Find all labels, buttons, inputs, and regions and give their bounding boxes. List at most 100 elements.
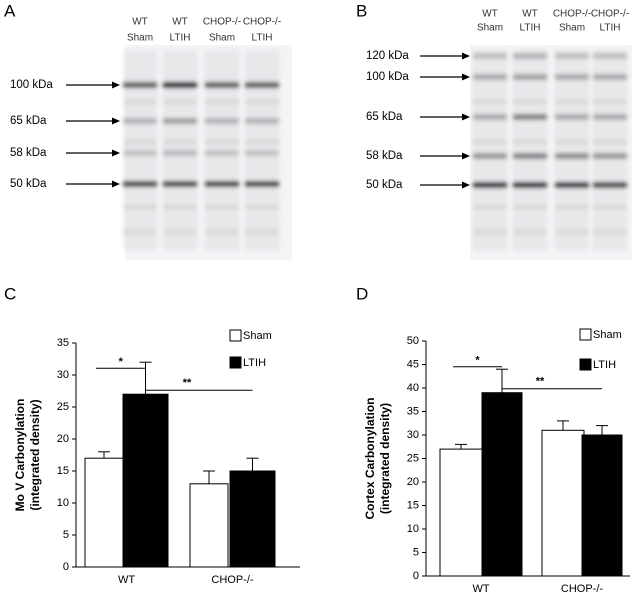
y-tick-label: 45 (407, 358, 419, 370)
sig-mark: * (119, 356, 124, 368)
faint-band (123, 140, 157, 144)
faint-band (513, 230, 547, 234)
band (245, 118, 279, 124)
band (513, 53, 547, 59)
lane-label: Sham (477, 23, 503, 34)
legend-label: LTIH (593, 359, 616, 371)
faint-band (473, 205, 507, 209)
y-tick-label: 50 (407, 335, 419, 347)
band (163, 82, 197, 88)
y-tick-label: 40 (407, 382, 419, 394)
band (555, 182, 589, 188)
y-axis-title-line: Cortex Carbonylation (363, 397, 377, 519)
y-axis-title-line: Mo V Carbonylation (13, 399, 27, 512)
y-tick-label: 10 (57, 497, 69, 509)
lane-smear (555, 50, 589, 250)
band (205, 181, 239, 187)
arrow-head (112, 81, 120, 89)
arrow-head (112, 149, 120, 157)
bar (189, 483, 229, 568)
panel-label: A (4, 1, 16, 20)
y-tick-label: 20 (407, 476, 419, 488)
lane-label: LTIH (170, 33, 191, 44)
bar (439, 448, 483, 577)
band (513, 114, 547, 120)
faint-band (555, 205, 589, 209)
faint-band (245, 205, 279, 209)
band (473, 114, 507, 120)
band (163, 150, 197, 156)
faint-band (163, 230, 197, 234)
x-tick-label: WT (118, 574, 135, 586)
band (555, 153, 589, 159)
arrow-head (462, 52, 470, 60)
lane-label: LTIH (600, 23, 621, 34)
band (593, 53, 627, 59)
band (123, 181, 157, 187)
faint-band (513, 205, 547, 209)
x-tick-label: WT (472, 583, 489, 595)
legend-label: Sham (243, 330, 272, 342)
band (163, 181, 197, 187)
band (513, 74, 547, 80)
y-tick-label: 25 (407, 452, 419, 464)
blot-bands (473, 50, 627, 250)
legend-label: LTIH (243, 357, 266, 369)
bar (84, 457, 124, 568)
faint-band (205, 230, 239, 234)
band (473, 153, 507, 159)
y-axis-title-line: (integrated density) (378, 403, 392, 514)
band (205, 150, 239, 156)
lane-label: LTIH (252, 33, 273, 44)
bar (229, 470, 276, 568)
band (473, 182, 507, 188)
band (473, 53, 507, 59)
legend-swatch (579, 358, 592, 371)
marker-label: 58 kDa (10, 147, 47, 159)
lane-label: WT (132, 17, 148, 28)
lane-label: Sham (559, 23, 585, 34)
faint-band (555, 230, 589, 234)
sig-mark: ** (536, 376, 545, 388)
y-tick-label: 10 (407, 523, 419, 535)
lane-label: CHOP-/- (243, 17, 281, 28)
faint-band (123, 100, 157, 104)
y-tick-label: 0 (413, 570, 419, 582)
marker-label: 65 kDa (366, 111, 403, 123)
band (123, 118, 157, 124)
arrow-head (462, 181, 470, 189)
y-tick-label: 35 (407, 405, 419, 417)
band (513, 182, 547, 188)
faint-band (593, 140, 627, 144)
faint-band (123, 230, 157, 234)
lane-label: WT (172, 17, 188, 28)
band (555, 53, 589, 59)
bar (581, 434, 623, 577)
lane-label: WT (522, 9, 538, 20)
band (555, 74, 589, 80)
faint-band (593, 100, 627, 104)
legend-swatch (579, 328, 592, 341)
faint-band (163, 140, 197, 144)
faint-band (473, 100, 507, 104)
faint-band (513, 140, 547, 144)
bar (481, 392, 523, 577)
x-tick-label: CHOP-/- (211, 574, 254, 586)
sig-mark: * (475, 355, 480, 367)
y-axis-title-line: (integrated density) (28, 399, 42, 510)
faint-band (513, 100, 547, 104)
marker-label: 120 kDa (366, 50, 409, 62)
y-tick-label: 30 (57, 369, 69, 381)
lane-smear (593, 50, 627, 250)
bar (541, 429, 585, 577)
y-tick-label: 30 (407, 429, 419, 441)
band (163, 118, 197, 124)
faint-band (123, 205, 157, 209)
legend-swatch (229, 329, 242, 342)
band (245, 82, 279, 88)
faint-band (205, 140, 239, 144)
band (245, 150, 279, 156)
arrow-head (462, 113, 470, 121)
lane-smear (473, 50, 507, 250)
